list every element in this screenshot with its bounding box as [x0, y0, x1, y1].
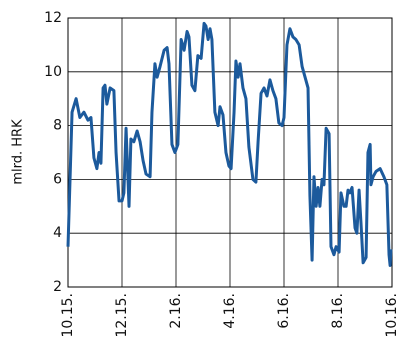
y-tick-label: 8 — [53, 118, 62, 134]
y-axis-label: mlrd. HRK — [11, 119, 26, 185]
data-line — [66, 21, 393, 267]
x-tick-label: 12.15. — [114, 293, 130, 338]
x-tick-label: 2.16. — [168, 293, 184, 329]
x-tick-label: 8.16. — [330, 293, 346, 329]
y-tick-label: 4 — [53, 225, 62, 241]
y-tick-label: 12 — [44, 10, 62, 26]
plot-frame — [67, 17, 393, 288]
y-tick-label: 10 — [44, 64, 62, 80]
x-tick-label: 10.16. — [384, 293, 398, 338]
x-tick-label: 4.16. — [222, 293, 238, 329]
y-tick-label: 2 — [53, 279, 62, 295]
x-tick-label: 6.16. — [276, 293, 292, 329]
x-tick-label: 10.15. — [60, 293, 76, 338]
y-tick-label: 6 — [53, 171, 62, 187]
